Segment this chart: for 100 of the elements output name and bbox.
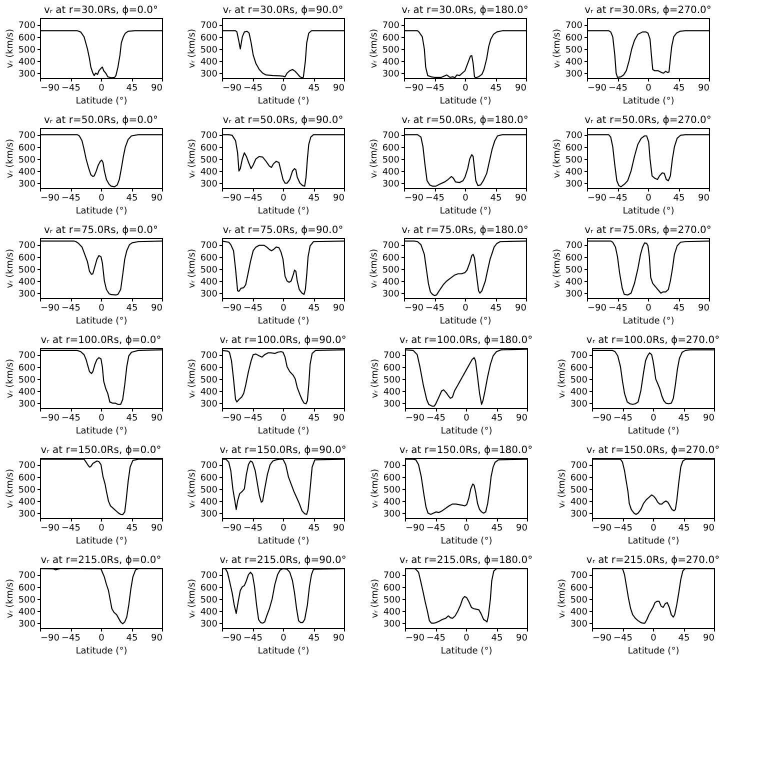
y-tick-label: 700 bbox=[18, 461, 36, 472]
y-tick-label: 300 bbox=[383, 400, 401, 410]
y-tick-label: 500 bbox=[565, 155, 583, 166]
x-axis-title: Latitude (°) bbox=[76, 426, 128, 436]
y-tick-label: 600 bbox=[18, 253, 36, 264]
chart-title: vᵣ at r=215.0Rs, ϕ=270.0° bbox=[586, 555, 720, 566]
y-tick-label: 500 bbox=[383, 485, 401, 496]
x-tick-label: −45 bbox=[426, 524, 446, 534]
y-tick-label: 500 bbox=[570, 375, 588, 386]
x-tick-label: 90 bbox=[333, 414, 345, 424]
y-tick-label: 500 bbox=[18, 265, 36, 276]
y-tick-label: 300 bbox=[565, 290, 583, 300]
y-tick-label: 500 bbox=[200, 375, 218, 386]
y-tick-label: 600 bbox=[18, 143, 36, 154]
x-tick-label: −45 bbox=[608, 194, 628, 204]
x-tick-label: 45 bbox=[678, 524, 690, 534]
y-tick-label: 600 bbox=[383, 363, 401, 374]
x-tick-label: 0 bbox=[646, 84, 652, 94]
y-tick-label: 600 bbox=[382, 253, 400, 264]
chart-title: vᵣ at r=75.0Rs, ϕ=90.0° bbox=[222, 225, 344, 236]
y-tick-label: 400 bbox=[18, 608, 36, 618]
x-tick-label: 45 bbox=[491, 524, 503, 534]
x-tick-label: −45 bbox=[614, 414, 632, 424]
y-tick-label: 300 bbox=[570, 510, 588, 520]
x-axis-title: Latitude (°) bbox=[440, 96, 492, 106]
x-tick-label: 90 bbox=[333, 304, 345, 314]
y-axis-title: vᵣ (km/s) bbox=[187, 358, 198, 398]
x-tick-label: −45 bbox=[244, 414, 262, 424]
y-tick-label: 300 bbox=[200, 180, 218, 190]
chart-title: vᵣ at r=215.0Rs, ϕ=0.0° bbox=[40, 555, 162, 566]
y-tick-label: 500 bbox=[18, 45, 36, 56]
x-axis-title: Latitude (°) bbox=[258, 206, 310, 216]
x-tick-label: 90 bbox=[516, 414, 528, 424]
x-tick-label: 0 bbox=[650, 524, 657, 534]
chart-title: vᵣ at r=150.0Rs, ϕ=90.0° bbox=[220, 445, 346, 456]
x-tick-label: 45 bbox=[490, 194, 502, 204]
y-tick-label: 400 bbox=[200, 278, 218, 288]
y-tick-label: 600 bbox=[565, 143, 583, 154]
x-tick-label: 45 bbox=[673, 84, 685, 94]
y-tick-label: 500 bbox=[382, 265, 400, 276]
x-tick-label: 45 bbox=[308, 414, 320, 424]
chart-title: vᵣ at r=30.0Rs, ϕ=270.0° bbox=[584, 5, 712, 16]
line-series bbox=[586, 240, 710, 296]
y-tick-label: 600 bbox=[382, 143, 400, 154]
x-tick-label: −45 bbox=[608, 304, 628, 314]
chart-title: vᵣ at r=100.0Rs, ϕ=90.0° bbox=[220, 335, 346, 346]
x-axis-title: Latitude (°) bbox=[440, 206, 492, 216]
y-tick-label: 500 bbox=[200, 265, 218, 276]
x-tick-label: 0 bbox=[464, 414, 470, 424]
y-tick-label: 500 bbox=[570, 485, 588, 496]
x-tick-label: 0 bbox=[98, 634, 105, 644]
x-tick-label: −90 bbox=[588, 194, 607, 204]
y-axis-title: vᵣ (km/s) bbox=[5, 578, 16, 618]
y-tick-label: 300 bbox=[383, 620, 401, 630]
y-tick-label: 500 bbox=[382, 155, 400, 166]
x-axis-title: Latitude (°) bbox=[76, 206, 128, 216]
x-tick-label: −90 bbox=[40, 84, 60, 94]
y-tick-label: 400 bbox=[18, 498, 36, 508]
y-tick-label: 600 bbox=[18, 33, 36, 44]
chart-title: vᵣ at r=150.0Rs, ϕ=0.0° bbox=[40, 445, 162, 456]
y-tick-label: 400 bbox=[200, 498, 218, 508]
x-tick-label: 90 bbox=[151, 194, 163, 204]
y-tick-label: 300 bbox=[200, 620, 218, 630]
chart-title: vᵣ at r=50.0Rs, ϕ=90.0° bbox=[222, 115, 344, 126]
y-axis-title: vᵣ (km/s) bbox=[370, 358, 380, 398]
y-tick-label: 500 bbox=[200, 45, 218, 56]
y-tick-label: 300 bbox=[382, 180, 400, 190]
y-tick-label: 400 bbox=[18, 168, 36, 178]
y-tick-label: 700 bbox=[200, 571, 218, 582]
x-tick-label: 0 bbox=[280, 304, 287, 314]
x-axis-title: Latitude (°) bbox=[628, 536, 680, 546]
y-tick-label: 700 bbox=[200, 241, 218, 252]
x-axis-title: Latitude (°) bbox=[440, 646, 492, 656]
line-series bbox=[403, 240, 527, 296]
y-tick-label: 700 bbox=[383, 351, 401, 362]
chart-title: vᵣ at r=75.0Rs, ϕ=270.0° bbox=[584, 225, 712, 236]
y-tick-label: 700 bbox=[18, 571, 36, 582]
y-axis-title: vᵣ (km/s) bbox=[5, 358, 16, 398]
x-tick-label: −45 bbox=[62, 414, 80, 424]
x-tick-label: −90 bbox=[222, 634, 242, 644]
y-tick-label: 600 bbox=[200, 33, 218, 44]
y-axis-title: vᵣ (km/s) bbox=[369, 248, 380, 288]
y-tick-label: 700 bbox=[200, 21, 218, 32]
x-tick-label: −45 bbox=[244, 194, 262, 204]
y-axis-title: vᵣ (km/s) bbox=[370, 578, 380, 618]
y-tick-label: 400 bbox=[200, 58, 218, 68]
x-tick-label: 90 bbox=[333, 634, 345, 644]
y-tick-label: 700 bbox=[18, 131, 36, 142]
x-axis-title: Latitude (°) bbox=[258, 646, 310, 656]
chart-title: vᵣ at r=215.0Rs, ϕ=180.0° bbox=[399, 555, 533, 566]
y-tick-label: 400 bbox=[382, 168, 400, 178]
x-tick-label: −45 bbox=[614, 524, 632, 534]
y-tick-label: 300 bbox=[382, 70, 400, 80]
y-tick-label: 500 bbox=[200, 485, 218, 496]
y-axis-title: vᵣ (km/s) bbox=[187, 248, 198, 288]
x-tick-label: 0 bbox=[464, 634, 470, 644]
chart-title: vᵣ at r=50.0Rs, ϕ=180.0° bbox=[402, 115, 528, 126]
x-tick-label: 90 bbox=[698, 304, 710, 314]
y-tick-label: 300 bbox=[570, 400, 588, 410]
y-axis-title: vᵣ (km/s) bbox=[557, 468, 568, 508]
